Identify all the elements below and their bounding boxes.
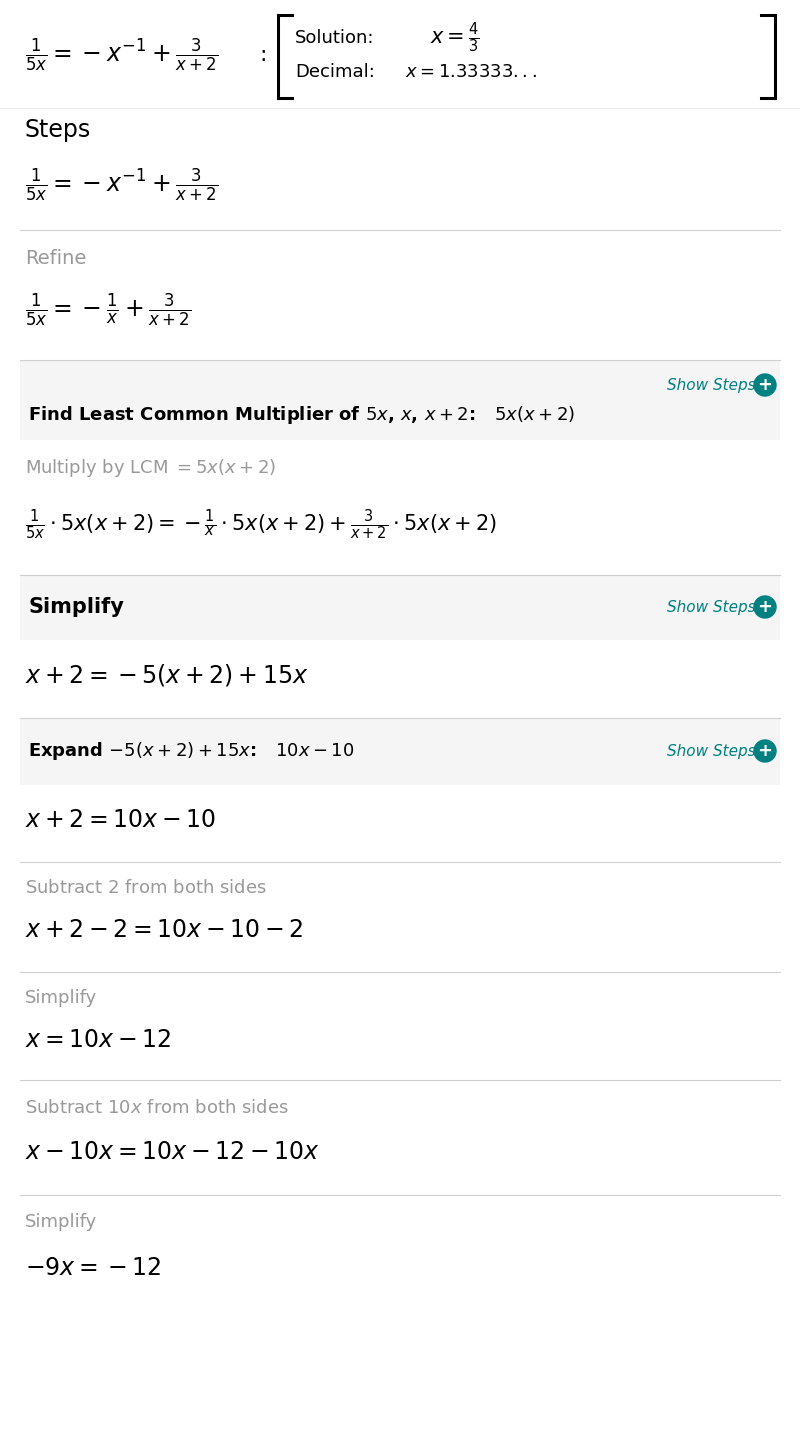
Text: Decimal:: Decimal: (295, 62, 375, 81)
Text: Simplify: Simplify (25, 989, 98, 1006)
Text: Find Least Common Multiplier of $5x$, $x$, $x + 2$:   $5x(x+2)$: Find Least Common Multiplier of $5x$, $x… (28, 405, 575, 426)
FancyBboxPatch shape (20, 576, 780, 639)
Text: +: + (758, 742, 773, 760)
Text: Show Steps: Show Steps (667, 744, 756, 758)
Text: Multiply by LCM $= 5x(x+2)$: Multiply by LCM $= 5x(x+2)$ (25, 457, 276, 478)
Text: $x = \frac{4}{3}$: $x = \frac{4}{3}$ (430, 20, 480, 55)
Circle shape (754, 740, 776, 763)
Text: Simplify: Simplify (25, 1214, 98, 1231)
Text: $-9x = -12$: $-9x = -12$ (25, 1256, 162, 1280)
Text: Show Steps: Show Steps (667, 599, 756, 615)
Circle shape (754, 596, 776, 618)
FancyBboxPatch shape (20, 360, 780, 439)
Text: $x + 2 - 2 = 10x - 10 - 2$: $x + 2 - 2 = 10x - 10 - 2$ (25, 918, 303, 942)
Text: Show Steps: Show Steps (667, 377, 756, 393)
Text: Subtract $10x$ from both sides: Subtract $10x$ from both sides (25, 1099, 289, 1116)
Text: +: + (758, 597, 773, 616)
Text: $x + 2 = 10x - 10$: $x + 2 = 10x - 10$ (25, 808, 216, 832)
Text: Solution:: Solution: (295, 29, 374, 46)
Text: $x + 2 = -5(x+2) + 15x$: $x + 2 = -5(x+2) + 15x$ (25, 663, 308, 687)
Text: $\frac{1}{5x} = -\frac{1}{x} + \frac{3}{x+2}$: $\frac{1}{5x} = -\frac{1}{x} + \frac{3}{… (25, 291, 191, 329)
Text: $x = 1.33333...$: $x = 1.33333...$ (405, 62, 537, 81)
Text: $:$: $:$ (255, 45, 266, 65)
Text: Simplify: Simplify (28, 597, 124, 618)
Text: $\frac{1}{5x} = -x^{-1} + \frac{3}{x+2}$: $\frac{1}{5x} = -x^{-1} + \frac{3}{x+2}$ (25, 167, 218, 203)
Text: +: + (758, 376, 773, 394)
Text: $x = 10x - 12$: $x = 10x - 12$ (25, 1028, 171, 1053)
Text: Steps: Steps (25, 117, 91, 142)
Text: $\frac{1}{5x} \cdot 5x(x+2) = -\frac{1}{x} \cdot 5x(x+2) + \frac{3}{x+2} \cdot 5: $\frac{1}{5x} \cdot 5x(x+2) = -\frac{1}{… (25, 507, 497, 542)
Text: $x - 10x = 10x - 12 - 10x$: $x - 10x = 10x - 12 - 10x$ (25, 1140, 320, 1164)
Text: Refine: Refine (25, 248, 86, 267)
Text: Expand $-5(x+2) + 15x$:   $10x - 10$: Expand $-5(x+2) + 15x$: $10x - 10$ (28, 740, 354, 763)
FancyBboxPatch shape (20, 718, 780, 784)
Text: $\frac{1}{5x} = -x^{-1} + \frac{3}{x+2}$: $\frac{1}{5x} = -x^{-1} + \frac{3}{x+2}$ (25, 36, 218, 74)
Circle shape (754, 374, 776, 396)
Text: Subtract $2$ from both sides: Subtract $2$ from both sides (25, 879, 266, 898)
